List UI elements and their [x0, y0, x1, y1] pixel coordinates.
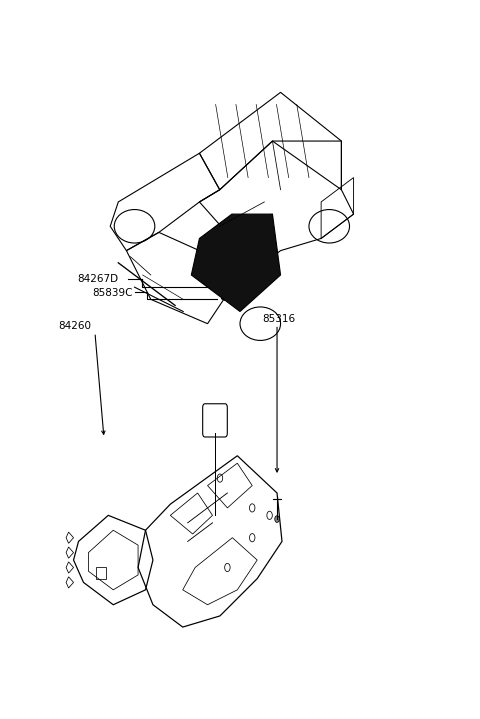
- Text: 85839C: 85839C: [92, 288, 132, 298]
- Bar: [96, 567, 106, 579]
- Circle shape: [275, 516, 279, 523]
- Text: 84260: 84260: [59, 321, 92, 331]
- Polygon shape: [192, 214, 281, 311]
- Text: 84267D: 84267D: [77, 274, 118, 284]
- Text: 85316: 85316: [263, 313, 296, 324]
